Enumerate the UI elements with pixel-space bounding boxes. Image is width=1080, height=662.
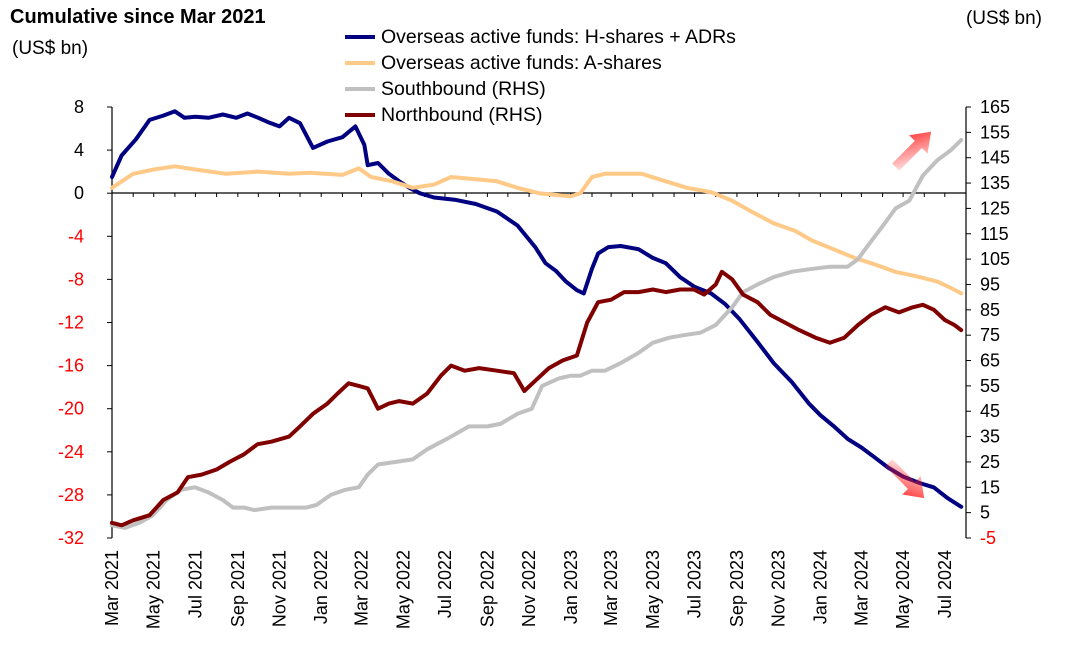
left-tick-label: -16 (58, 356, 84, 376)
right-tick-label: 65 (980, 351, 1000, 371)
left-tick-label: -12 (58, 313, 84, 333)
x-tick-label: Jul 2022 (435, 550, 455, 618)
arrow-shape (885, 459, 925, 499)
x-tick-label: Jan 2024 (810, 550, 830, 624)
right-tick-label: 105 (980, 249, 1010, 269)
right-tick-label: 85 (980, 300, 1000, 320)
x-tick-label: Jul 2021 (185, 550, 205, 618)
x-tick-label: May 2024 (893, 550, 913, 629)
trend-down-arrow (885, 459, 925, 499)
right-tick-label: 15 (980, 477, 1000, 497)
legend-item: Northbound (RHS) (345, 102, 736, 128)
legend-swatch (345, 61, 375, 65)
chart-title: Cumulative since Mar 2021 (10, 6, 266, 28)
chart-legend: Overseas active funds: H-shares + ADRs Ov… (345, 24, 736, 128)
right-tick-label: 45 (980, 401, 1000, 421)
arrow-shape (892, 131, 932, 171)
legend-swatch (345, 87, 375, 91)
legend-item: Southbound (RHS) (345, 76, 736, 102)
trend-up-arrow (892, 131, 932, 171)
x-tick-label: Mar 2023 (601, 550, 621, 626)
left-tick-label: -4 (68, 226, 84, 246)
right-tick-label: 75 (980, 325, 1000, 345)
right-tick-label: 125 (980, 198, 1010, 218)
x-tick-label: Mar 2024 (851, 550, 871, 626)
left-tick-label: -32 (58, 528, 84, 548)
left-tick-label: -20 (58, 399, 84, 419)
left-tick-label: 8 (74, 97, 84, 117)
right-tick-label: 25 (980, 452, 1000, 472)
x-tick-label: May 2022 (393, 550, 413, 629)
legend-swatch (345, 113, 375, 117)
right-tick-label: -5 (980, 528, 996, 548)
series-line-2 (110, 164, 964, 296)
right-tick-label: 145 (980, 148, 1010, 168)
right-axis-unit: (US$ bn) (965, 8, 1042, 29)
x-tick-label: Nov 2023 (769, 550, 789, 627)
x-tick-label: May 2023 (643, 550, 663, 629)
series-line-4 (110, 269, 964, 528)
x-tick-label: Sep 2023 (727, 550, 747, 627)
right-tick-label: 115 (980, 224, 1009, 244)
left-tick-label: -28 (58, 485, 84, 505)
legend-label: Overseas active funds: H-shares + ADRs (381, 25, 736, 48)
x-tick-label: Jul 2024 (935, 550, 955, 618)
x-tick-label: Jan 2022 (311, 550, 331, 624)
legend-label: Overseas active funds: A-shares (381, 51, 662, 74)
x-tick-label: Sep 2022 (477, 550, 497, 627)
legend-swatch (345, 35, 375, 39)
right-tick-label: 155 (980, 122, 1010, 142)
x-tick-label: Nov 2022 (519, 550, 539, 627)
left-tick-label: -24 (58, 442, 84, 462)
right-tick-label: 95 (980, 274, 1000, 294)
left-axis-unit: (US$ bn) (12, 38, 89, 59)
left-tick-label: -8 (68, 269, 84, 289)
left-tick-label: 4 (74, 140, 84, 160)
series-line-1 (110, 109, 964, 509)
left-tick-label: 0 (74, 183, 84, 203)
legend-item: Overseas active funds: A-shares (345, 50, 736, 76)
legend-label: Northbound (RHS) (381, 103, 543, 126)
x-tick-label: Jan 2023 (561, 550, 581, 624)
x-tick-label: Sep 2021 (228, 550, 248, 627)
x-tick-label: Nov 2021 (270, 550, 290, 627)
x-tick-label: May 2021 (144, 550, 164, 629)
legend-label: Southbound (RHS) (381, 77, 546, 100)
series-line-3 (110, 138, 964, 530)
right-tick-label: 5 (980, 503, 990, 523)
right-tick-label: 35 (980, 427, 1000, 447)
right-tick-label: 55 (980, 376, 1000, 396)
x-tick-label: Mar 2022 (352, 550, 372, 626)
right-tick-label: 135 (980, 173, 1010, 193)
legend-item: Overseas active funds: H-shares + ADRs (345, 24, 736, 50)
right-tick-label: 165 (980, 97, 1010, 117)
x-tick-label: Jul 2023 (685, 550, 705, 618)
x-tick-label: Mar 2021 (102, 550, 122, 626)
